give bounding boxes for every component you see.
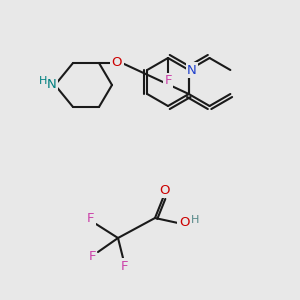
Text: F: F: [121, 260, 129, 272]
Text: N: N: [47, 79, 57, 92]
Text: O: O: [112, 56, 122, 70]
Text: H: H: [191, 215, 199, 225]
Text: O: O: [159, 184, 169, 196]
Text: F: F: [87, 212, 95, 226]
Text: N: N: [187, 64, 197, 76]
Text: H: H: [39, 76, 47, 86]
Text: F: F: [164, 74, 172, 88]
Text: O: O: [179, 217, 189, 230]
Text: F: F: [88, 250, 96, 263]
